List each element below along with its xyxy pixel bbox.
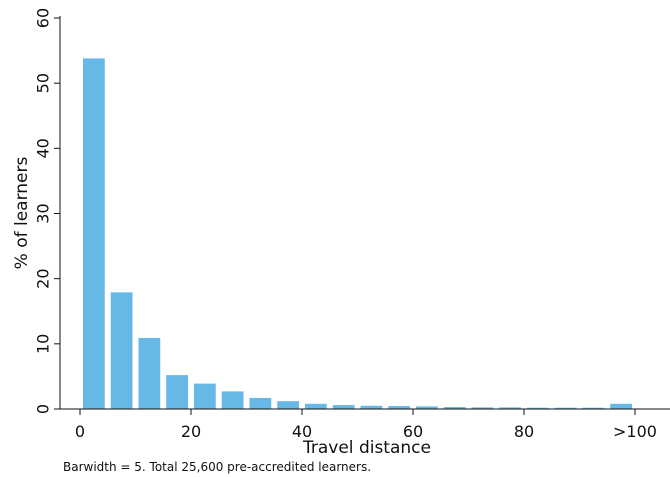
bar bbox=[332, 405, 355, 409]
x-tick-label: 0 bbox=[75, 422, 85, 441]
y-axis: 0 10 20 30 40 50 60 bbox=[34, 8, 61, 414]
bar bbox=[443, 407, 466, 409]
x-tick-label: 20 bbox=[181, 422, 201, 441]
bars-group bbox=[83, 58, 632, 410]
bar bbox=[249, 397, 272, 409]
bar bbox=[527, 407, 549, 409]
bar bbox=[138, 337, 161, 409]
bar bbox=[416, 406, 438, 409]
y-tick-label: 60 bbox=[34, 8, 53, 28]
chart-note: Barwidth = 5. Total 25,600 pre-accredite… bbox=[63, 460, 372, 474]
bar bbox=[166, 375, 188, 409]
y-tick-label: 0 bbox=[34, 404, 53, 414]
bar bbox=[471, 407, 494, 409]
y-tick-label: 20 bbox=[34, 268, 53, 288]
bar bbox=[221, 391, 244, 409]
bar bbox=[582, 407, 605, 409]
y-tick-label: 40 bbox=[34, 138, 53, 158]
y-tick-label: 30 bbox=[34, 203, 53, 223]
bar bbox=[83, 58, 105, 410]
bar bbox=[360, 405, 383, 409]
bar bbox=[610, 403, 632, 409]
x-tick-label: 80 bbox=[514, 422, 534, 441]
bar bbox=[277, 401, 299, 409]
bar bbox=[499, 407, 521, 409]
bar bbox=[110, 292, 133, 409]
bar bbox=[388, 406, 410, 409]
x-tick-label: 40 bbox=[292, 422, 312, 441]
y-tick-label: 10 bbox=[34, 334, 53, 354]
bar bbox=[305, 403, 327, 409]
x-tick-label: >100 bbox=[613, 422, 657, 441]
y-axis-title: % of learners bbox=[12, 157, 32, 270]
bar bbox=[194, 383, 216, 409]
x-tick-label: 60 bbox=[403, 422, 423, 441]
x-axis: 0 20 40 60 80 >100 bbox=[60, 408, 670, 441]
bar bbox=[554, 407, 577, 409]
y-tick-label: 50 bbox=[34, 73, 53, 93]
x-axis-title: Travel distance bbox=[302, 438, 431, 458]
